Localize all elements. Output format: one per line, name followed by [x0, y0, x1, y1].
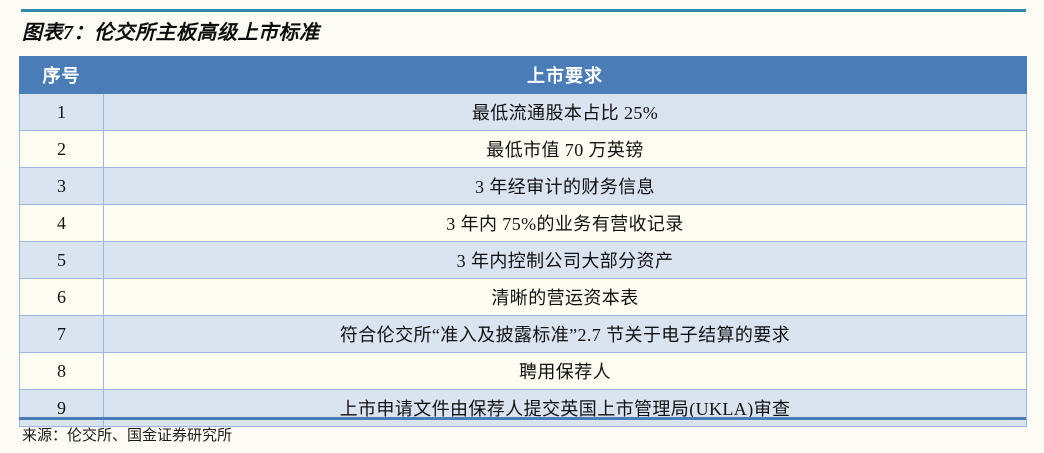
cell-requirement: 3 年内 75%的业务有营收记录 — [103, 204, 1027, 242]
cell-requirement: 最低市值 70 万英镑 — [103, 130, 1027, 168]
table-header: 序号 上市要求 — [19, 56, 1027, 94]
cell-index: 8 — [19, 352, 104, 390]
cell-index: 4 — [19, 204, 104, 242]
table-row: 2 最低市值 70 万英镑 — [19, 130, 1027, 168]
cell-index: 5 — [19, 241, 104, 279]
figure-title: 图表7：伦交所主板高级上市标准 — [22, 22, 320, 44]
cell-index: 1 — [19, 93, 104, 131]
cell-requirement: 聘用保荐人 — [103, 352, 1027, 390]
cell-index: 9 — [19, 389, 104, 427]
table-row: 1 最低流通股本占比 25% — [19, 93, 1027, 131]
cell-requirement: 上市申请文件由保荐人提交英国上市管理局(UKLA)审查 — [103, 389, 1027, 427]
table-row: 7 符合伦交所“准入及披露标准”2.7 节关于电子结算的要求 — [19, 315, 1027, 353]
cell-index: 3 — [19, 167, 104, 205]
cell-requirement: 清晰的营运资本表 — [103, 278, 1027, 316]
column-header-index: 序号 — [19, 56, 104, 94]
source-note: 来源：伦交所、国金证券研究所 — [22, 428, 233, 444]
cell-index: 7 — [19, 315, 104, 353]
table-row: 8 聘用保荐人 — [19, 352, 1027, 390]
top-divider-rule — [21, 9, 1026, 12]
cell-requirement: 3 年内控制公司大部分资产 — [103, 241, 1027, 279]
listing-standards-table: 序号 上市要求 1 最低流通股本占比 25% 2 最低市值 70 万英镑 3 3 年经审计… — [19, 56, 1027, 427]
column-header-requirement: 上市要求 — [103, 56, 1027, 94]
cell-index: 6 — [19, 278, 104, 316]
cell-index: 2 — [19, 130, 104, 168]
bottom-divider-rule — [19, 417, 1026, 420]
table-body: 1 最低流通股本占比 25% 2 最低市值 70 万英镑 3 3 年经审计的财务信息 4 3 … — [19, 93, 1027, 427]
table-header-row: 序号 上市要求 — [19, 56, 1027, 94]
cell-requirement: 最低流通股本占比 25% — [103, 93, 1027, 131]
table-row: 9 上市申请文件由保荐人提交英国上市管理局(UKLA)审查 — [19, 389, 1027, 427]
cell-requirement: 3 年经审计的财务信息 — [103, 167, 1027, 205]
cell-requirement: 符合伦交所“准入及披露标准”2.7 节关于电子结算的要求 — [103, 315, 1027, 353]
table-row: 6 清晰的营运资本表 — [19, 278, 1027, 316]
